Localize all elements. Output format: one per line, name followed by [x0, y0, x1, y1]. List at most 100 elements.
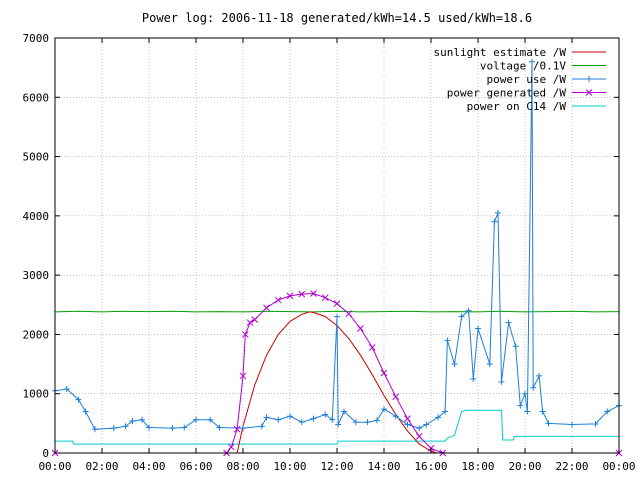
data-point-plus	[263, 414, 270, 421]
data-point-plus	[310, 415, 317, 422]
x-tick-label: 00:00	[602, 460, 635, 473]
data-point-plus	[451, 361, 458, 368]
data-point-plus	[423, 421, 430, 428]
data-point-x	[286, 292, 294, 300]
data-point-plus	[334, 313, 340, 320]
data-point-plus	[216, 424, 223, 431]
x-tick-label: 16:00	[414, 460, 447, 473]
data-point-plus	[169, 425, 176, 432]
data-point-x	[274, 296, 282, 304]
data-point-plus	[146, 424, 152, 431]
data-point-plus	[364, 419, 371, 426]
x-tick-label: 10:00	[273, 460, 306, 473]
data-point-plus	[475, 325, 481, 332]
data-point-plus	[465, 307, 472, 314]
series-sunlight-estimate-w	[236, 311, 438, 454]
data-point-plus	[129, 417, 136, 424]
data-point-plus	[341, 408, 348, 415]
legend-marker-plus	[586, 76, 592, 82]
data-point-plus	[604, 408, 611, 415]
series-voltage-0-1v	[54, 310, 620, 313]
series-line	[55, 409, 619, 445]
legend-item: power use /W	[487, 73, 606, 86]
data-point-x	[241, 331, 249, 338]
data-point-plus	[75, 396, 82, 403]
data-point-x	[415, 433, 423, 440]
x-tick-label: 12:00	[320, 460, 353, 473]
data-point-x	[298, 290, 306, 298]
data-point-x	[333, 300, 341, 307]
data-point-plus	[524, 408, 531, 415]
data-point-plus	[505, 319, 512, 326]
data-point-plus	[122, 423, 129, 430]
legend-item: voltage /0.1V	[480, 60, 606, 73]
data-point-plus	[181, 424, 188, 431]
x-tick-label: 04:00	[132, 460, 165, 473]
y-tick-label: 6000	[23, 91, 50, 104]
y-tick-label: 3000	[23, 269, 50, 282]
data-point-x	[392, 393, 400, 401]
data-point-plus	[494, 209, 501, 216]
data-point-x	[357, 325, 364, 332]
data-point-plus	[275, 416, 282, 423]
data-point-plus	[498, 378, 505, 385]
data-point-plus	[392, 413, 399, 420]
data-point-plus	[522, 390, 528, 397]
data-point-plus	[458, 313, 465, 320]
y-tick-label: 4000	[23, 210, 50, 223]
data-point-plus	[335, 421, 342, 428]
data-point-plus	[110, 425, 117, 432]
data-point-plus	[444, 337, 451, 344]
series-line	[236, 311, 438, 454]
y-tick-label: 2000	[23, 328, 50, 341]
data-point-plus	[470, 375, 477, 382]
data-point-plus	[486, 361, 493, 368]
data-point-plus	[63, 385, 70, 392]
data-point-x	[310, 290, 317, 297]
data-point-plus	[381, 406, 387, 413]
series-power-on-c14-w	[55, 409, 619, 445]
data-point-plus	[512, 343, 519, 350]
x-tick-label: 00:00	[38, 460, 71, 473]
y-tick-label: 5000	[23, 151, 50, 164]
chart-title: Power log: 2006-11-18 generated/kWh=14.5…	[142, 11, 532, 25]
data-point-plus	[536, 372, 543, 379]
legend-label: power generated /W	[447, 87, 567, 100]
data-point-plus	[404, 421, 411, 428]
data-point-x	[404, 415, 411, 422]
y-tick-label: 1000	[23, 388, 50, 401]
data-point-plus	[592, 420, 599, 427]
data-point-x	[251, 316, 259, 323]
legend-item: sunlight estimate /W	[434, 46, 606, 59]
data-point-plus	[258, 423, 265, 430]
data-point-plus	[352, 419, 359, 426]
data-point-x	[380, 369, 388, 377]
data-point-plus	[517, 402, 524, 409]
data-point-plus	[491, 218, 498, 225]
data-point-plus	[287, 413, 293, 420]
data-point-plus	[193, 416, 199, 423]
x-tick-label: 06:00	[179, 460, 212, 473]
legend-label: voltage /0.1V	[480, 60, 566, 73]
x-tick-label: 14:00	[367, 460, 400, 473]
y-tick-label: 0	[42, 447, 49, 460]
data-point-x	[239, 372, 247, 380]
x-tick-label: 02:00	[85, 460, 118, 473]
x-tick-label: 18:00	[461, 460, 494, 473]
x-tick-label: 20:00	[508, 460, 541, 473]
legend-item: power generated /W	[447, 87, 606, 100]
data-point-plus	[82, 408, 89, 415]
data-point-x	[321, 294, 329, 302]
x-tick-label: 22:00	[555, 460, 588, 473]
data-point-x	[263, 304, 270, 312]
data-point-plus	[539, 408, 546, 415]
x-tick-label: 08:00	[226, 460, 259, 473]
data-point-plus	[529, 58, 536, 65]
legend-marker-x	[585, 89, 593, 96]
series-line	[54, 310, 620, 313]
data-point-plus	[329, 416, 336, 423]
data-point-plus	[530, 384, 537, 391]
data-point-plus	[373, 417, 380, 424]
